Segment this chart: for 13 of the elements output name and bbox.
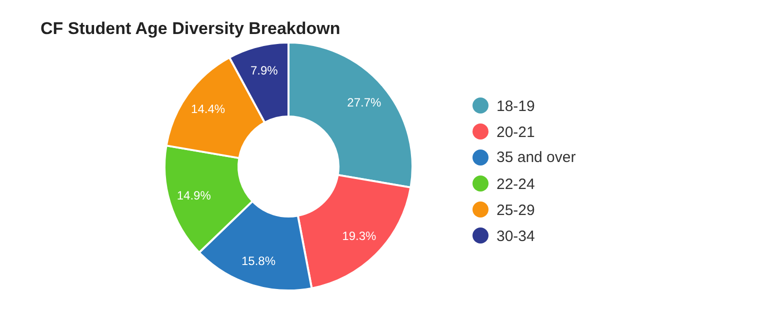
legend-label: 25-29 [496,202,535,219]
legend-label: 22-24 [496,176,535,193]
data-label: 7.9% [250,64,278,78]
chart-title: CF Student Age Diversity Breakdown [40,19,340,38]
data-label: 19.3% [342,228,377,243]
legend-label: 30-34 [496,228,535,245]
legend-label: 35 and over [496,149,576,166]
data-label: 27.7% [347,96,382,110]
legend-label: 20-21 [496,124,535,141]
legend-label: 18-19 [496,98,535,115]
data-label: 14.4% [191,102,226,116]
data-label: 15.8% [241,254,276,268]
data-label: 14.9% [176,188,212,203]
